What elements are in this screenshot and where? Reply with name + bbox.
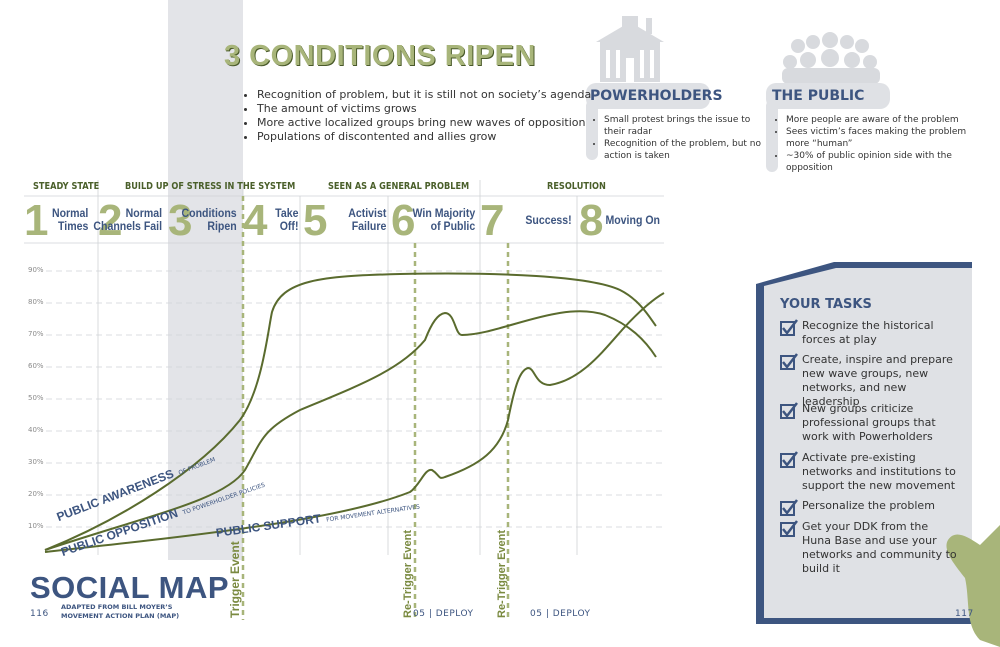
task-item: Recognize the historical forces at play [780,319,960,347]
powerholders-label: POWERHOLDERS [590,88,723,104]
public-support-curve [44,292,665,553]
checkbox-icon [780,353,798,370]
stage-number: 7 [480,196,505,245]
task-item: Get your DDK from the Huna Base and use … [780,520,960,576]
stage-name: Conditions Ripen [181,206,237,233]
powerholders-stem [586,100,598,160]
crowd-icon [782,32,880,84]
stage-name: Win Majority of Public [412,206,475,233]
public-item: ~30% of public opinion side with the opp… [786,150,976,174]
adapted-note: ADAPTED FROM BILL MOYER’S MOVEMENT ACTIO… [61,603,180,620]
section-label-right: 05 | DEPLOY [530,609,591,619]
checkbox-icon [780,319,798,336]
task-item: Create, inspire and prepare new wave gro… [780,353,960,409]
condition-item: The amount of victims grows [257,102,597,116]
task-item: Activate pre-existing networks and insti… [780,451,960,493]
condition-item: Recognition of problem, but it is still … [257,88,597,102]
percent-label: 20% [28,490,44,498]
percent-label: 70% [28,330,44,338]
percent-label: 60% [28,362,44,370]
stage-number: 8 [579,196,604,245]
public-opposition-curve [44,310,657,551]
stage-number: 4 [243,196,268,245]
public-pill [766,83,890,109]
stage-name: Moving On [605,213,660,227]
stage-name: Normal Times [51,206,88,233]
stage-name: Success! [525,213,572,227]
task-item: Personalize the problem [780,499,960,517]
stage-name: Take Off! [274,206,298,233]
public-list: More people are aware of the problem See… [774,114,976,174]
percent-label: 10% [28,522,44,530]
checkbox-icon [780,499,798,516]
stage-name: Activist Failure [347,206,386,233]
retrigger-event-label: Re-Trigger Event [496,529,508,618]
task-text: Create, inspire and prepare new wave gro… [802,353,953,408]
stage-name: Normal Channels Fail [93,206,162,233]
trigger-lines [241,196,510,620]
conditions-list: Recognition of problem, but it is still … [243,88,597,144]
grid-lines [46,270,664,528]
task-text: Get your DDK from the Huna Base and use … [802,520,957,575]
powerholders-item: Small protest brings the issue to their … [604,114,774,138]
percent-label: 80% [28,298,44,306]
percent-label: 90% [28,266,44,274]
trigger-event-label: Trigger Event [228,541,242,618]
retrigger-event-label: Re-Trigger Event [402,529,414,618]
public-item: Sees victim’s faces making the problem m… [786,126,976,150]
section-label-left: 05 | DEPLOY [413,609,474,619]
task-item: New groups criticize professional groups… [780,402,960,444]
page-title: 3 CONDITIONS RIPEN [224,40,536,72]
powerholders-item: Recognition of the problem, but no actio… [604,138,774,162]
stage-group-general: SEEN AS A GENERAL PROBLEM [328,181,470,192]
social-map-title: SOCIAL MAP [30,570,230,605]
checkbox-icon [780,402,798,419]
powerholders-list: Small protest brings the issue to their … [592,114,774,162]
tasks-title: YOUR TASKS [780,297,872,312]
checkbox-icon [780,520,798,537]
stage-number: 3 [168,196,193,245]
stage-group-buildup: BUILD UP OF STRESS IN THE SYSTEM [125,181,296,192]
condition-item: More active localized groups bring new w… [257,116,597,130]
stage3-highlight-band [168,0,243,560]
public-stem [766,100,778,172]
powerholders-pill [586,83,710,109]
public-awareness-curve [44,272,657,551]
stage-number: 6 [391,196,416,245]
stage-number: 1 [24,196,49,245]
percent-label: 50% [28,394,44,402]
task-text: Personalize the problem [802,499,935,512]
public-item: More people are aware of the problem [786,114,976,126]
task-text: Recognize the historical forces at play [802,319,934,346]
stage-number: 2 [98,196,123,245]
stage-number: 5 [303,196,328,245]
checkbox-icon [780,451,798,468]
tasks-card [764,268,972,618]
task-text: Activate pre-existing networks and insti… [802,451,956,492]
page-number-left: 116 [30,609,49,619]
percent-label: 40% [28,426,44,434]
stage-group-steady: STEADY STATE [33,181,100,192]
stage-group-resolution: RESOLUTION [547,181,606,192]
stage-dividers [24,180,664,555]
condition-item: Populations of discontented and allies g… [257,130,597,144]
task-text: New groups criticize professional groups… [802,402,936,443]
page-number-right: 117 [955,609,974,619]
public-label: THE PUBLIC [772,88,865,104]
percent-label: 30% [28,458,44,466]
hand-shape [946,525,1000,647]
